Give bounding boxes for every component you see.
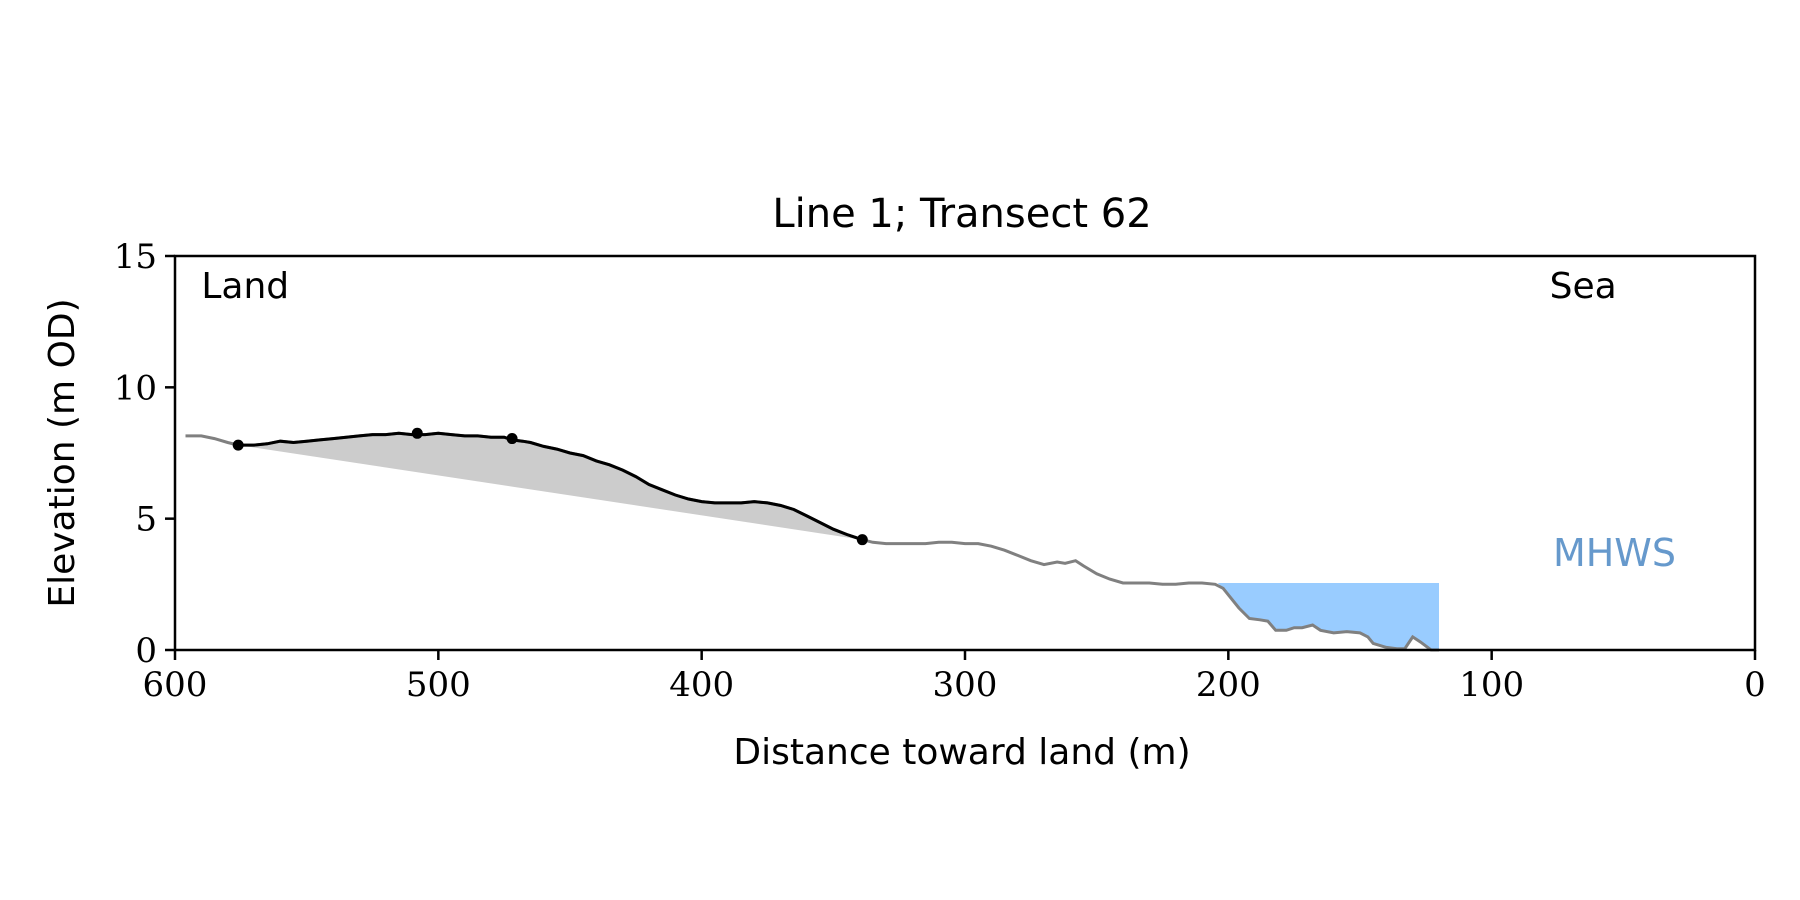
- cliff-point-2: [506, 433, 518, 445]
- y-tick-label-1: 5: [135, 500, 157, 540]
- water-fill: [1217, 583, 1439, 650]
- y-axis-label: Elevation (m OD): [42, 298, 83, 607]
- sea-label: Sea: [1550, 266, 1617, 307]
- x-tick-label-6: 0: [1744, 665, 1766, 705]
- x-tick-label-3: 300: [933, 665, 998, 705]
- y-tick-label-3: 15: [114, 237, 157, 277]
- land-label: Land: [201, 266, 289, 307]
- x-tick-label-1: 500: [406, 665, 471, 705]
- x-tick-label-4: 200: [1196, 665, 1261, 705]
- plot-area: [185, 427, 1439, 652]
- profile-line: [185, 431, 1439, 652]
- y-axis: 0 5 10 15: [114, 237, 175, 671]
- x-tick-label-5: 100: [1459, 665, 1524, 705]
- x-tick-label-0: 600: [143, 665, 208, 705]
- x-axis: 600 500 400 300 200 100 0: [143, 650, 1766, 705]
- cliff-point-3: [856, 534, 868, 546]
- x-axis-label: Distance toward land (m): [733, 732, 1190, 773]
- x-tick-label-2: 400: [669, 665, 734, 705]
- y-tick-label-2: 10: [114, 368, 157, 408]
- y-tick-label-0: 0: [135, 631, 157, 671]
- cliff-point-0: [232, 439, 244, 451]
- cliff-point-1: [411, 427, 423, 439]
- cliff-points: [232, 427, 868, 546]
- chart-title: Line 1; Transect 62: [772, 191, 1151, 237]
- cliff-area-fill: [238, 433, 863, 540]
- cliff-line: [238, 431, 863, 542]
- mhws-label: MHWS: [1553, 531, 1676, 575]
